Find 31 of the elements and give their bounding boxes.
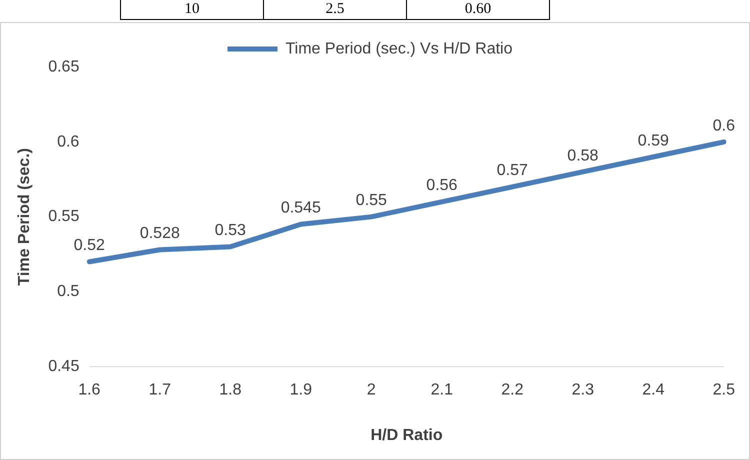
y-tick-label: 0.65 (48, 58, 80, 76)
x-tick-label: 2.1 (430, 382, 454, 399)
x-tick-label: 1.9 (290, 382, 312, 399)
data-label: 0.58 (567, 147, 599, 164)
x-tick-label: 1.7 (148, 382, 172, 399)
legend-label: Time Period (sec.) Vs H/D Ratio (285, 40, 513, 58)
x-tick-label: 2 (366, 382, 376, 399)
data-label: 0.545 (280, 200, 321, 217)
data-label: 0.52 (74, 237, 106, 254)
data-label: 0.528 (140, 225, 180, 242)
x-axis-title: H/D Ratio (370, 426, 443, 444)
data-label: 0.55 (356, 192, 388, 210)
data-label: 0.59 (638, 132, 670, 150)
x-tick-label: 1.8 (219, 382, 242, 399)
y-tick-label: 0.5 (57, 283, 80, 300)
x-tick-label: 2.3 (572, 382, 594, 399)
x-tick-label: 2.2 (501, 382, 524, 399)
x-tick-label: 1.6 (78, 382, 101, 399)
y-tick-label: 0.6 (57, 133, 80, 150)
data-label: 0.57 (496, 162, 528, 180)
x-tick-label: 2.4 (642, 382, 665, 399)
data-label: 0.56 (426, 177, 458, 194)
text: 0.60 (407, 0, 550, 20)
x-tick-label: 2.5 (712, 382, 736, 399)
y-tick-label: 0.55 (48, 208, 80, 226)
y-axis-title: Time Period (sec.) (16, 148, 34, 286)
y-tick-label: 0.45 (48, 358, 80, 376)
text: 2.5 (264, 0, 407, 20)
text: 10 (121, 0, 264, 20)
data-label: 0.53 (214, 222, 246, 240)
data-label: 0.6 (712, 117, 736, 134)
